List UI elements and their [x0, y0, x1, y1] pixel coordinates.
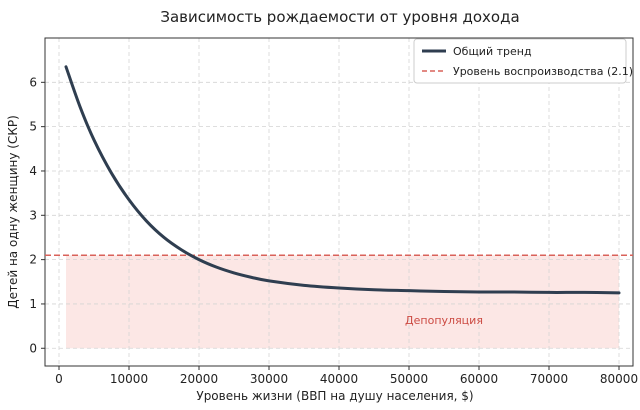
y-tick-label: 2	[29, 253, 37, 267]
y-tick-label: 5	[29, 120, 37, 134]
x-tick-label: 0	[55, 372, 63, 386]
chart-title: Зависимость рождаемости от уровня дохода	[160, 8, 519, 26]
x-tick-label: 40000	[320, 372, 358, 386]
y-tick-label: 4	[29, 164, 37, 178]
y-tick-label: 1	[29, 297, 37, 311]
depopulation-label: Депопуляция	[405, 314, 483, 327]
legend-trend-label: Общий тренд	[453, 45, 532, 58]
legend: Общий тренд Уровень воспроизводства (2.1…	[413, 38, 633, 84]
x-tick-label: 80000	[600, 372, 638, 386]
y-tick-label: 0	[29, 341, 37, 355]
y-axis-label: Детей на одну женщину (СКР)	[6, 115, 20, 309]
plot-area: 0 10000 20000 30000 40000 50000 60000 70000 8000…	[29, 37, 638, 386]
trend-line	[64, 65, 621, 295]
depopulation-region	[66, 255, 619, 349]
x-tick-label: 10000	[110, 372, 148, 386]
x-tick-label: 60000	[460, 372, 498, 386]
y-tick-label: 6	[29, 75, 37, 89]
x-tick-label: 50000	[390, 372, 428, 386]
x-tick-label: 70000	[530, 372, 568, 386]
legend-box	[413, 38, 627, 84]
x-tick-label: 20000	[180, 372, 218, 386]
y-tick-label: 3	[29, 208, 37, 222]
x-axis-label: Уровень жизни (ВВП на душу населения, $)	[196, 389, 473, 403]
legend-replacement-label: Уровень воспроизводства (2.1)	[453, 65, 633, 78]
x-tick-label: 30000	[250, 372, 288, 386]
